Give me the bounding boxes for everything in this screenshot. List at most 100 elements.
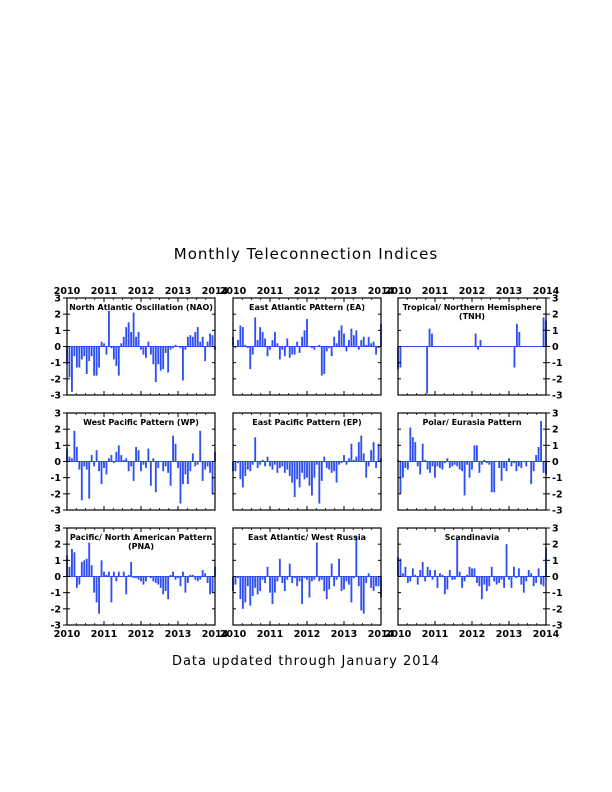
bar [318,461,321,504]
bar [78,346,81,368]
bar [130,461,133,467]
bar [443,576,446,595]
bar [244,344,247,347]
bar [278,558,281,577]
y-tick-label: -3 [552,506,563,517]
bar [145,346,147,358]
bar [404,566,407,577]
panel-6: 3 2 1 0 -1 -2 -3 Polar/ Eurasia Pattern [397,409,563,517]
bar [451,576,454,580]
panel-9: 3 2 1 0 -1 -2 -3 2010 2011 2012 2013 2014 Scandinavi… [385,524,563,641]
bar [377,443,380,462]
bar [500,461,503,481]
bar [169,346,172,350]
bar [149,576,152,579]
bar [239,461,242,480]
bar [251,576,254,596]
bar [493,461,496,493]
x-tick-label: 2012 [459,286,485,297]
bar [530,461,533,485]
bar [100,461,103,485]
bar [360,576,363,611]
bar [254,317,257,347]
y-tick-label: 0 [552,342,559,353]
bar [259,461,262,465]
bar [98,346,100,368]
bar [157,461,160,468]
bar [120,343,123,347]
bar [480,576,483,600]
bar [140,576,142,582]
bar [211,335,214,347]
bar [244,461,247,477]
bar [525,461,528,467]
bar [288,461,291,477]
bar [184,576,187,593]
y-tick-label: -2 [50,374,61,385]
bar [283,576,286,592]
bar [157,576,160,585]
bar [85,461,88,470]
bar [182,571,184,577]
bar [303,461,306,480]
bar [199,430,202,462]
bar [370,576,373,588]
x-tick-label: 2014 [202,286,229,297]
bar [189,335,192,347]
bar [162,576,165,595]
x-tick-label: 2011 [422,629,448,640]
y-tick-label: 0 [552,572,559,583]
bar [254,437,257,462]
bar [142,346,145,355]
bar [259,576,262,592]
y-tick-label: 2 [552,310,559,321]
bar [357,442,360,462]
bar [269,346,271,350]
bar [191,336,194,347]
bar [513,566,515,577]
bar [303,576,306,579]
panel-title: West Pacific Pattern (WP) [83,418,199,427]
bar [274,576,276,593]
bar [476,445,478,462]
bar [518,331,521,347]
bar [125,576,128,595]
bar [458,571,461,577]
bar [333,336,336,347]
bar [323,576,326,592]
bar [375,346,377,355]
bar [93,576,96,593]
bar [495,576,498,585]
bar [130,331,133,347]
y-tick-label: -1 [50,473,61,484]
bar [461,576,464,588]
bar [478,461,481,473]
bar [406,461,409,470]
bar [71,458,73,462]
bar [478,576,481,587]
bar [503,461,505,468]
bar [110,576,113,603]
bar [513,346,516,368]
bar [140,346,142,350]
bar [283,461,286,473]
bar [184,346,187,350]
bar [318,576,321,582]
panel-title: East Pacific Pattern (EP) [252,418,361,427]
bar [71,549,73,577]
bar [132,576,135,579]
bar [424,459,427,462]
bar [330,461,333,473]
bar [416,461,419,467]
y-tick-label: -1 [552,473,563,484]
bar [244,576,247,603]
bar [416,576,419,585]
bar [377,346,380,349]
bar [174,344,177,347]
bar [340,325,343,347]
bar [367,573,370,577]
bar [206,341,209,347]
y-tick-label: 2 [54,425,61,436]
page-title: Monthly Teleconnection Indices [173,245,439,263]
bar [320,461,323,481]
